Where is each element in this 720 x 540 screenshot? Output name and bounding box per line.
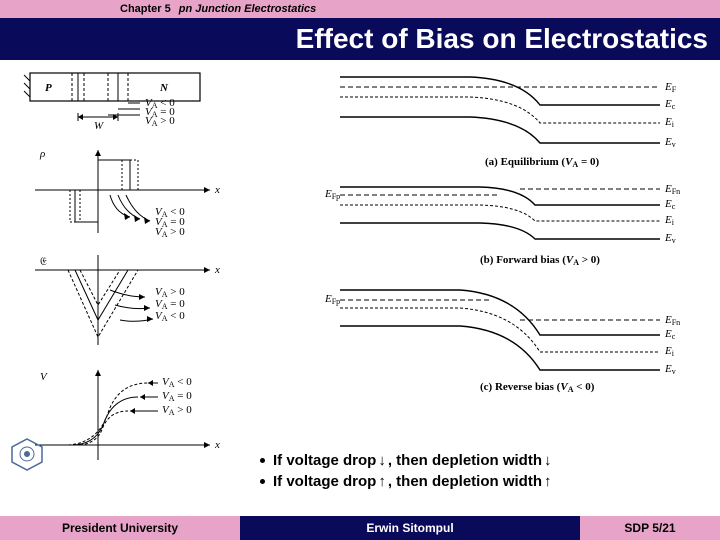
- bullet-list: If voltage drop ↓ , then depletion width…: [260, 450, 710, 492]
- caption-c: (c) Reverse bias (VA < 0): [480, 381, 595, 394]
- svg-text:EFp: EFp: [324, 188, 340, 201]
- chapter-bar: Chapter 5 pn Junction Electrostatics: [0, 0, 720, 18]
- efield-plot: 𝔈 x: [35, 255, 220, 345]
- svg-text:EFn: EFn: [664, 183, 680, 196]
- slide-title: Effect of Bias on Electrostatics: [296, 23, 708, 55]
- svg-text:Ev: Ev: [664, 232, 676, 245]
- svg-text:Ev: Ev: [664, 363, 676, 376]
- charge-density-plot: ρ x: [35, 148, 220, 233]
- chapter-subtitle: pn Junction Electrostatics: [179, 3, 317, 15]
- svg-text:VA > 0: VA > 0: [162, 404, 192, 417]
- svg-text:P: P: [45, 82, 52, 94]
- svg-text:Ec: Ec: [664, 198, 676, 211]
- arrow-down-icon: ↓: [378, 450, 386, 471]
- footer-author: Erwin Sitompul: [240, 516, 580, 540]
- svg-text:𝔈: 𝔈: [40, 256, 47, 268]
- title-bar: Effect of Bias on Electrostatics: [0, 18, 720, 60]
- bullet-dot-icon: [260, 479, 265, 484]
- svg-text:EFp: EFp: [324, 293, 340, 306]
- left-diagrams-svg: P N W VA < 0 VA = 0 VA > 0: [20, 65, 250, 485]
- footer-page: SDP 5/21: [580, 516, 720, 540]
- svg-text:VA > 0: VA > 0: [145, 115, 175, 128]
- band-diagram-equilibrium: Ec EF Ei Ev: [340, 77, 677, 149]
- svg-text:Ev: Ev: [664, 136, 676, 149]
- svg-text:EFn: EFn: [664, 314, 680, 327]
- footer-university: President University: [0, 516, 240, 540]
- svg-text:Ec: Ec: [664, 328, 676, 341]
- svg-text:W: W: [94, 120, 104, 132]
- content-area: P N W VA < 0 VA = 0 VA > 0: [0, 60, 720, 500]
- svg-text:x: x: [214, 264, 220, 276]
- svg-text:VA > 0: VA > 0: [155, 226, 185, 239]
- footer-bar: President University Erwin Sitompul SDP …: [0, 516, 720, 540]
- arrow-up-icon: ↑: [544, 471, 552, 492]
- bullet-dot-icon: [260, 458, 265, 463]
- band-diagram-reverse: EFp Ec EFn Ei Ev: [324, 290, 680, 376]
- arrow-up-icon: ↑: [378, 471, 386, 492]
- svg-text:Ei: Ei: [664, 214, 675, 227]
- chapter-number: Chapter 5: [120, 3, 171, 15]
- band-diagram-forward: EFp Ec EFn Ei Ev: [324, 183, 680, 245]
- potential-plot: V x: [35, 370, 220, 460]
- svg-text:VA < 0: VA < 0: [155, 310, 185, 323]
- svg-text:VA = 0: VA = 0: [162, 390, 192, 403]
- left-diagram-column: P N W VA < 0 VA = 0 VA > 0: [20, 65, 250, 485]
- bullet-1: If voltage drop ↓ , then depletion width…: [260, 450, 710, 471]
- svg-text:x: x: [214, 439, 220, 451]
- caption-a: (a) Equilibrium (VA = 0): [485, 156, 599, 169]
- svg-text:N: N: [159, 82, 169, 94]
- svg-text:EF: EF: [664, 81, 677, 94]
- right-diagram-column: Ec EF Ei Ev (a) Equilibrium (VA = 0) EFp…: [320, 65, 700, 395]
- band-diagrams-svg: Ec EF Ei Ev (a) Equilibrium (VA = 0) EFp…: [320, 65, 700, 405]
- arrow-down-icon: ↓: [544, 450, 552, 471]
- svg-text:Ec: Ec: [664, 98, 676, 111]
- svg-text:ρ: ρ: [39, 148, 45, 160]
- svg-text:Ei: Ei: [664, 345, 675, 358]
- svg-text:V: V: [40, 371, 48, 383]
- bullet-2: If voltage drop ↑ , then depletion width…: [260, 471, 710, 492]
- svg-text:Ei: Ei: [664, 116, 675, 129]
- caption-b: (b) Forward bias (VA > 0): [480, 254, 600, 267]
- svg-text:VA < 0: VA < 0: [162, 376, 192, 389]
- university-logo: [10, 437, 45, 472]
- svg-text:x: x: [214, 184, 220, 196]
